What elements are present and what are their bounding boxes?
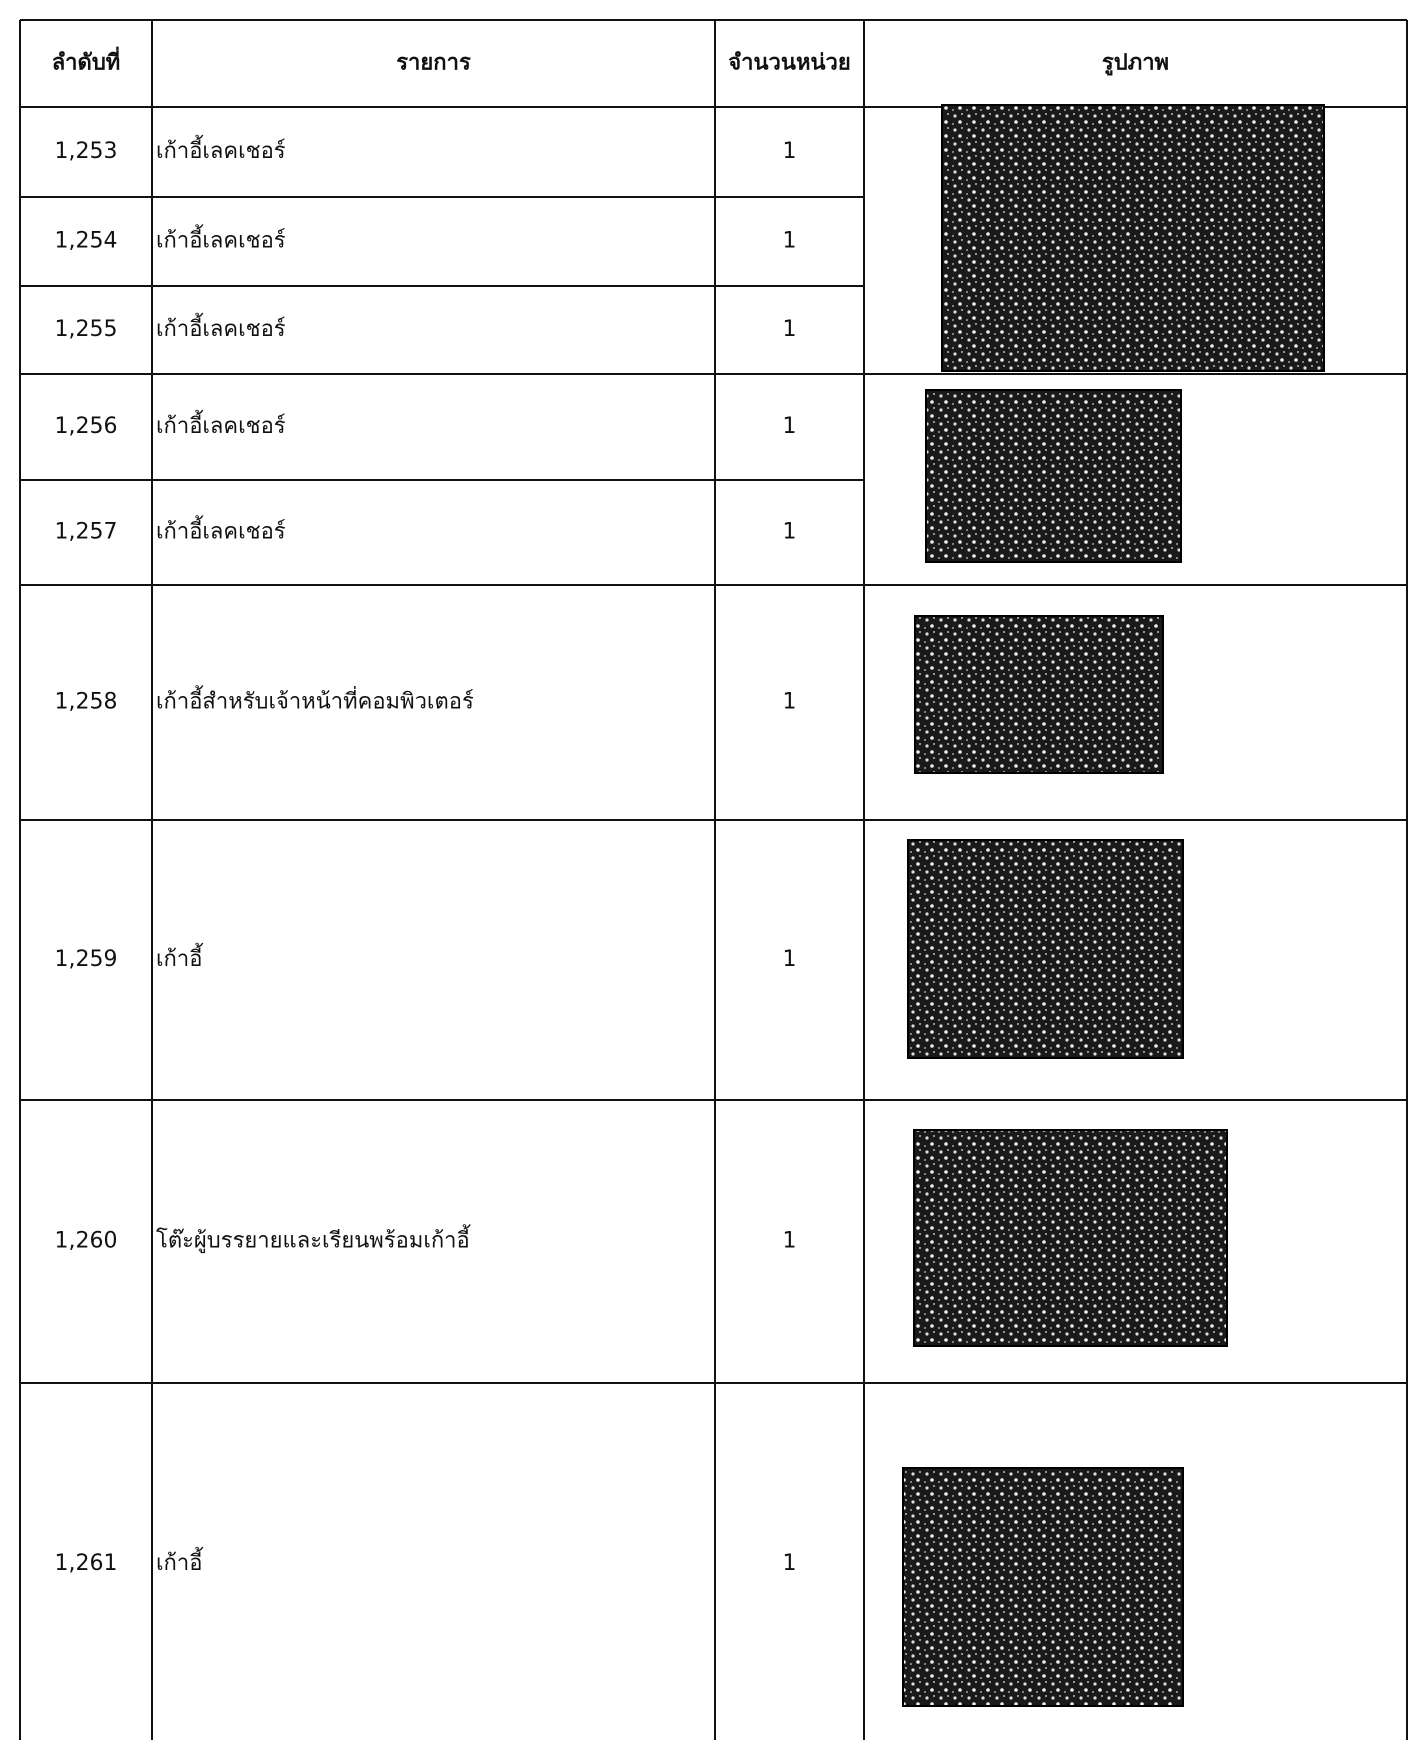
row-number: 1,260 [55, 1229, 118, 1254]
item-name: เก้าอี้สำหรับเจ้าหน้าที่คอมพิวเตอร์ [156, 686, 474, 715]
row-number: 1,256 [55, 414, 118, 439]
header-cell: รายการ [396, 51, 471, 76]
header-cell: จำนวนหน่วย [728, 51, 850, 76]
quantity: 1 [783, 690, 797, 715]
item-name: โต๊ะผู้บรรยายและเรียนพร้อมเก้าอี้ [156, 1225, 471, 1254]
header-cell: ลำดับที่ [52, 46, 121, 76]
photo [907, 839, 1184, 1059]
header-cell: รูปภาพ [1102, 51, 1169, 77]
item-name: เก้าอี้เลคเชอร์ [156, 135, 286, 164]
quantity: 1 [783, 1551, 797, 1576]
quantity: 1 [783, 414, 797, 439]
quantity: 1 [783, 947, 797, 972]
photo [941, 104, 1325, 372]
row-number: 1,253 [55, 139, 118, 164]
quantity: 1 [783, 229, 797, 254]
item-name: เก้าอี้ [156, 1547, 204, 1576]
item-name: เก้าอี้เลคเชอร์ [156, 225, 286, 254]
row-number: 1,257 [55, 520, 118, 545]
photo [902, 1467, 1184, 1707]
row-number: 1,261 [55, 1551, 118, 1576]
row-number: 1,254 [55, 229, 118, 254]
item-name: เก้าอี้เลคเชอร์ [156, 410, 286, 439]
item-name: เก้าอี้เลคเชอร์ [156, 516, 286, 545]
row-number: 1,259 [55, 947, 118, 972]
quantity: 1 [783, 139, 797, 164]
photo [925, 389, 1182, 563]
quantity: 1 [783, 1229, 797, 1254]
item-name: เก้าอี้ [156, 943, 204, 972]
quantity: 1 [783, 317, 797, 342]
row-number: 1,258 [55, 690, 118, 715]
quantity: 1 [783, 520, 797, 545]
item-name: เก้าอี้เลคเชอร์ [156, 313, 286, 342]
row-number: 1,255 [55, 317, 118, 342]
photo [913, 1129, 1228, 1347]
photo [914, 615, 1164, 774]
